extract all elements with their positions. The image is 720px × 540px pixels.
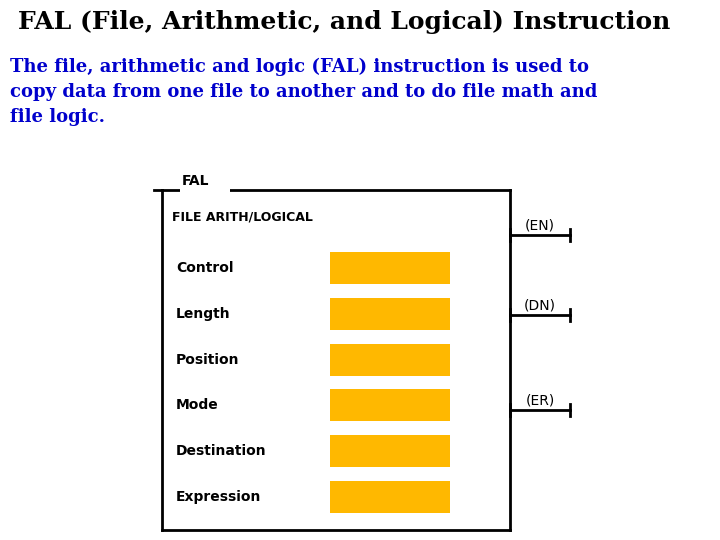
Text: Position: Position <box>176 353 240 367</box>
Text: Control: Control <box>176 261 233 275</box>
Text: (ER): (ER) <box>526 394 554 408</box>
Text: Expression: Expression <box>176 490 261 504</box>
Bar <box>180 179 230 193</box>
Text: (DN): (DN) <box>524 299 556 313</box>
Text: (EN): (EN) <box>525 219 555 233</box>
Bar <box>330 298 450 330</box>
Text: FAL: FAL <box>181 174 209 188</box>
Text: FAL (File, Arithmetic, and Logical) Instruction: FAL (File, Arithmetic, and Logical) Inst… <box>18 10 670 34</box>
Text: The file, arithmetic and logic (FAL) instruction is used to
copy data from one f: The file, arithmetic and logic (FAL) ins… <box>10 58 598 126</box>
Text: Destination: Destination <box>176 444 266 458</box>
Bar <box>330 389 450 421</box>
Text: Mode: Mode <box>176 399 219 413</box>
Bar <box>330 481 450 513</box>
Bar <box>330 252 450 284</box>
Text: Length: Length <box>176 307 230 321</box>
Text: FILE ARITH/LOGICAL: FILE ARITH/LOGICAL <box>172 210 313 223</box>
Bar <box>330 343 450 376</box>
Bar <box>330 435 450 467</box>
